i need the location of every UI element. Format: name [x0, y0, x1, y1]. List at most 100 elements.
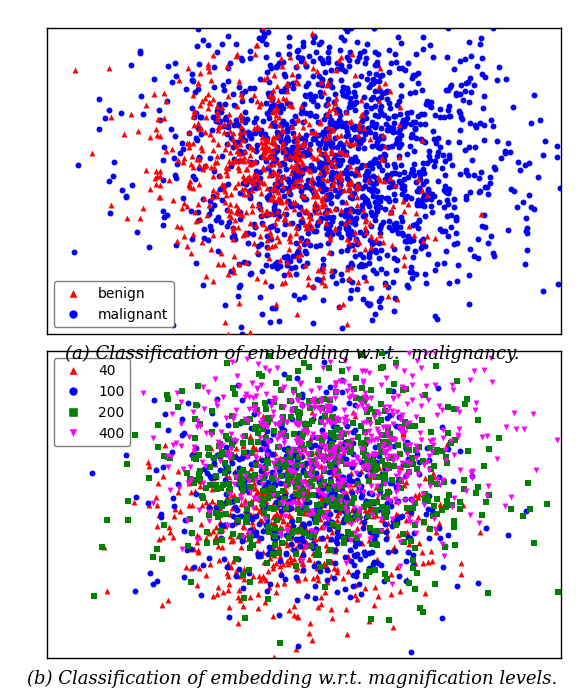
Point [281, 208, 291, 219]
Point [246, 458, 256, 469]
Point [193, 416, 202, 427]
Point [254, 33, 263, 44]
Point [243, 174, 252, 185]
Point [272, 489, 281, 500]
Point [311, 592, 320, 603]
Point [265, 144, 274, 155]
Point [266, 105, 275, 116]
Point [175, 505, 185, 516]
Point [389, 541, 398, 552]
Point [279, 251, 288, 262]
Point [316, 514, 325, 525]
Point [252, 383, 262, 395]
Point [321, 67, 330, 78]
Point [341, 303, 350, 314]
Point [407, 106, 416, 118]
Point [391, 509, 401, 520]
Point [293, 134, 302, 145]
Point [296, 56, 305, 67]
Point [168, 319, 178, 331]
Point [455, 56, 464, 67]
Point [349, 569, 358, 580]
Point [335, 451, 345, 462]
Point [209, 61, 218, 72]
Point [236, 499, 245, 510]
Point [368, 454, 377, 466]
Point [354, 506, 364, 517]
Point [279, 136, 288, 148]
Point [447, 159, 456, 171]
Point [356, 491, 366, 503]
Point [273, 100, 282, 111]
Point [404, 445, 413, 456]
Point [307, 431, 317, 442]
Point [278, 120, 287, 131]
Point [258, 525, 267, 537]
Point [269, 544, 278, 555]
Point [406, 493, 415, 505]
Point [268, 489, 277, 500]
Point [392, 518, 402, 529]
Point [274, 441, 284, 452]
Point [335, 178, 345, 189]
Point [309, 226, 318, 237]
Point [233, 203, 242, 214]
Point [407, 128, 416, 139]
Point [282, 250, 291, 261]
Point [272, 532, 281, 543]
Point [268, 560, 277, 571]
Point [257, 217, 266, 228]
Point [286, 52, 295, 63]
Point [325, 459, 335, 470]
Point [323, 52, 332, 63]
Point [155, 165, 165, 176]
Point [330, 492, 339, 503]
Point [331, 104, 340, 116]
Point [220, 143, 230, 155]
Point [372, 205, 381, 216]
Point [370, 196, 380, 207]
Point [239, 438, 248, 449]
Point [304, 530, 314, 541]
Point [242, 164, 251, 175]
Point [383, 250, 392, 261]
Point [342, 234, 352, 245]
Point [262, 249, 272, 260]
Point [360, 109, 369, 120]
Point [263, 445, 273, 456]
Point [234, 258, 244, 269]
Point [311, 187, 321, 198]
Point [325, 404, 335, 416]
Point [243, 416, 252, 427]
Point [208, 49, 218, 61]
Point [241, 473, 251, 484]
Point [370, 506, 380, 517]
Point [317, 412, 326, 423]
Point [242, 164, 252, 175]
Point [276, 100, 286, 111]
Point [145, 461, 154, 472]
Point [394, 63, 404, 74]
Point [193, 198, 203, 209]
Point [373, 491, 382, 502]
Point [437, 538, 447, 549]
Point [210, 157, 220, 168]
Point [384, 112, 393, 123]
Point [248, 540, 257, 551]
Point [345, 54, 354, 65]
Point [294, 514, 304, 525]
Point [384, 486, 393, 497]
Point [254, 460, 263, 471]
Point [260, 513, 270, 524]
Point [282, 256, 291, 267]
Point [324, 132, 333, 143]
Point [131, 585, 140, 596]
Point [246, 509, 255, 521]
Point [277, 420, 286, 432]
Point [357, 121, 367, 132]
Point [358, 462, 367, 473]
Point [381, 489, 391, 500]
Point [266, 434, 275, 445]
Point [322, 190, 332, 201]
Point [145, 183, 155, 194]
